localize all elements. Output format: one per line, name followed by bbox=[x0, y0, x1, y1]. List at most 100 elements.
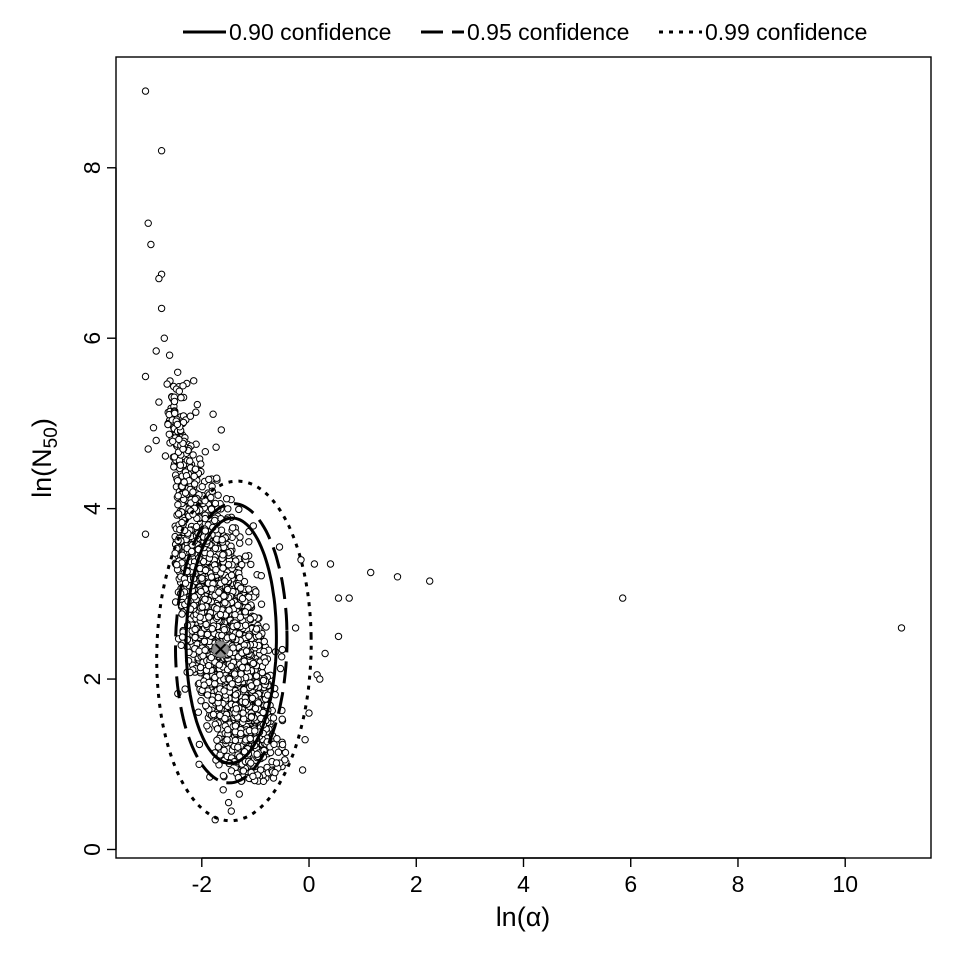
scatter-point bbox=[229, 644, 237, 652]
scatter-point bbox=[177, 641, 185, 649]
scatter-point bbox=[171, 549, 179, 557]
scatter-point bbox=[897, 624, 906, 632]
scatter-point bbox=[619, 594, 627, 602]
scatter-point bbox=[195, 647, 203, 655]
scatter-point bbox=[249, 659, 258, 668]
scatter-point bbox=[237, 729, 245, 738]
scatter-point bbox=[209, 410, 217, 418]
scatter-point bbox=[259, 777, 268, 785]
scatter-point bbox=[367, 568, 375, 577]
scatter-point bbox=[195, 760, 203, 768]
scatter-point bbox=[275, 543, 284, 551]
scatter-point bbox=[253, 679, 261, 687]
scatter-point bbox=[176, 461, 185, 469]
scatter-point bbox=[174, 368, 182, 376]
scatter-point bbox=[201, 448, 210, 456]
scatter-point bbox=[326, 560, 335, 568]
scatter-point bbox=[221, 599, 229, 607]
scatter-point bbox=[269, 714, 278, 722]
scatter-point bbox=[247, 759, 255, 767]
scatter-point bbox=[170, 397, 179, 406]
scatter-point bbox=[214, 693, 223, 702]
scatter-point bbox=[229, 524, 237, 532]
scatter-point bbox=[305, 709, 313, 717]
scatter-point bbox=[393, 573, 402, 581]
x-tick-label: 4 bbox=[517, 871, 530, 897]
scatter-point bbox=[345, 594, 353, 602]
scatter-point bbox=[241, 621, 250, 629]
scatter-point bbox=[227, 571, 236, 579]
x-tick-label: 2 bbox=[410, 871, 423, 897]
scatter-point bbox=[278, 645, 286, 654]
scatter-point bbox=[239, 709, 247, 717]
scatter-point bbox=[197, 629, 205, 637]
scatter-point bbox=[245, 585, 253, 593]
scatter-point bbox=[238, 594, 247, 603]
legend-label: 0.95 confidence bbox=[467, 19, 629, 45]
scatter-point bbox=[189, 451, 197, 459]
scatter-point bbox=[220, 592, 228, 600]
scatter-point bbox=[152, 436, 160, 445]
scatter-point bbox=[203, 691, 212, 699]
scatter-point bbox=[201, 595, 209, 603]
scatter-point bbox=[170, 453, 179, 461]
y-axis-title-sub: 50 bbox=[41, 427, 62, 448]
scatter-point bbox=[211, 499, 220, 508]
confidence-ellipse-0.90 bbox=[184, 516, 278, 765]
scatter-point bbox=[221, 714, 229, 723]
scatter-point bbox=[235, 790, 244, 798]
scatter-point bbox=[231, 722, 240, 730]
x-tick-label: 0 bbox=[303, 871, 316, 897]
scatter-point bbox=[180, 478, 188, 486]
scatter-point bbox=[247, 682, 256, 690]
scatter-point bbox=[181, 579, 190, 587]
scatter-point bbox=[426, 577, 434, 585]
scatter-point bbox=[222, 495, 231, 503]
confidence-ellipses bbox=[155, 479, 313, 823]
y-tick-label: 4 bbox=[79, 502, 105, 515]
scatter-point bbox=[207, 573, 216, 581]
scatter-point bbox=[205, 475, 213, 484]
scatter-point bbox=[281, 748, 290, 757]
scatter-point bbox=[179, 382, 187, 390]
scatter-point bbox=[252, 625, 261, 633]
scatter-point bbox=[211, 544, 220, 552]
x-axis: -2 0 2 4 6 8 10 bbox=[192, 857, 858, 897]
scatter-point bbox=[278, 715, 286, 723]
scatter-point bbox=[211, 680, 219, 688]
scatter-point bbox=[197, 587, 205, 596]
scatter-point bbox=[197, 460, 205, 468]
scatter-point bbox=[213, 474, 221, 482]
scatter-point bbox=[170, 463, 178, 471]
scatter-point bbox=[236, 539, 244, 547]
scatter-point bbox=[232, 705, 241, 713]
scatter-point bbox=[178, 610, 186, 618]
y-axis-title-main: ln(N bbox=[27, 448, 57, 498]
scatter-point bbox=[163, 380, 171, 388]
scatter-point bbox=[195, 740, 204, 749]
scatter-point bbox=[200, 681, 208, 689]
scatter-point bbox=[262, 623, 270, 631]
scatter-point bbox=[334, 594, 343, 602]
scatter-point bbox=[241, 698, 250, 706]
scatter-point bbox=[291, 624, 300, 632]
y-axis-title: ln(N50) bbox=[27, 418, 62, 498]
scatter-point bbox=[228, 680, 236, 688]
scatter-point bbox=[218, 536, 226, 544]
scatter-point bbox=[193, 400, 202, 409]
scatter-point bbox=[209, 710, 218, 719]
x-tick-label: 8 bbox=[732, 871, 745, 897]
scatter-point bbox=[190, 472, 198, 480]
scatter-point bbox=[230, 670, 239, 678]
scatter-point bbox=[178, 551, 187, 559]
scatter-point bbox=[247, 713, 256, 721]
scatter-point bbox=[157, 147, 166, 155]
y-tick-label: 2 bbox=[79, 673, 105, 686]
scatter-point bbox=[201, 646, 209, 654]
scatter-point bbox=[278, 653, 286, 661]
scatter-point bbox=[221, 577, 229, 585]
scatter-point bbox=[227, 662, 235, 670]
scatter-point bbox=[227, 807, 236, 815]
scatter-point bbox=[257, 600, 266, 608]
scatter-point bbox=[169, 437, 177, 445]
